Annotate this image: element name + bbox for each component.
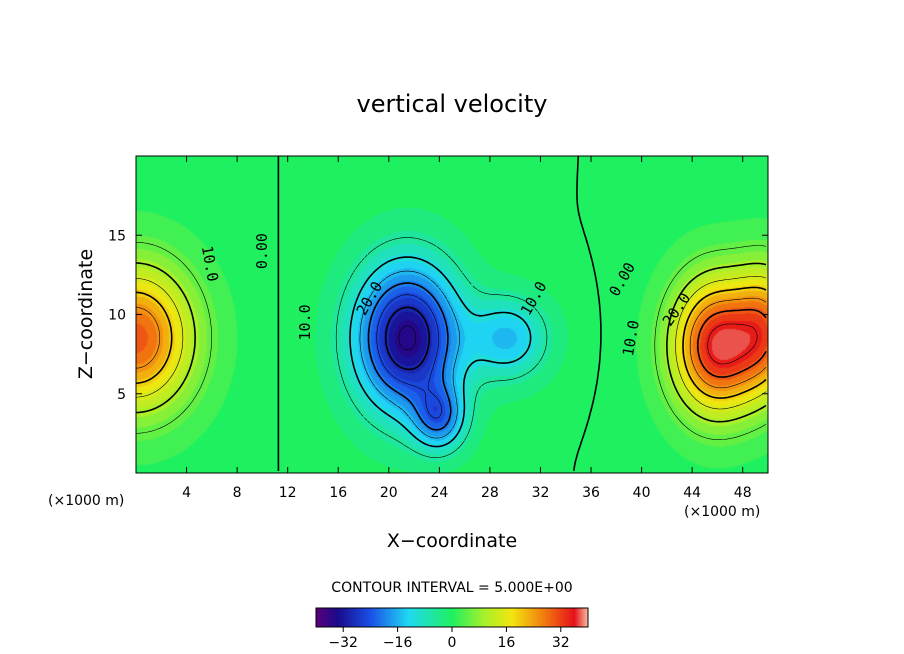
x-tick-label: 12 bbox=[279, 485, 297, 501]
contour-level-35 bbox=[707, 323, 758, 365]
colorbar bbox=[315, 607, 589, 628]
x-axis: 4 8 12 16 20 24 28 32 36 40 44 48 bbox=[182, 156, 752, 501]
contour-label-0: 10.0 bbox=[198, 244, 222, 283]
contour-label-6: 10.0 bbox=[619, 319, 643, 358]
contour-label-2: 10.0 bbox=[296, 304, 314, 340]
colorbar-tick-label: 0 bbox=[448, 635, 457, 651]
contour-level-neg10 bbox=[349, 256, 532, 448]
y-axis: 5 10 15 bbox=[108, 228, 768, 403]
colorbar-tick-label: −32 bbox=[328, 635, 358, 651]
contour-level-neg35 bbox=[398, 325, 417, 351]
x-tick-label: 40 bbox=[633, 485, 651, 501]
contour-level-15 bbox=[136, 276, 767, 410]
x-tick-label: 4 bbox=[182, 485, 191, 501]
chart-title: vertical velocity bbox=[357, 90, 548, 118]
contour-level-25 bbox=[136, 297, 767, 389]
contour-level-neg5 bbox=[335, 237, 548, 458]
colorbar-tick-label: −16 bbox=[383, 635, 413, 651]
colorbar-tick-label: 32 bbox=[552, 635, 570, 651]
x-tick-label: 8 bbox=[233, 485, 242, 501]
x-tick-label: 24 bbox=[430, 485, 448, 501]
contour-level-30 bbox=[697, 308, 767, 378]
x-tick-label: 44 bbox=[683, 485, 701, 501]
x-unit-right: (×1000 m) bbox=[684, 504, 760, 520]
contour-level-20 bbox=[136, 286, 767, 399]
contour-level-0 bbox=[277, 156, 602, 472]
contour-label-1: 0.00 bbox=[253, 233, 271, 269]
colorbar-ticks: −32 −16 0 16 32 bbox=[328, 627, 570, 651]
x-tick-label: 36 bbox=[582, 485, 600, 501]
y-tick-label: 5 bbox=[117, 387, 126, 403]
contour-interval: CONTOUR INTERVAL = 5.000E+00 bbox=[331, 580, 572, 596]
x-tick-label: 16 bbox=[329, 485, 347, 501]
x-tick-label: 28 bbox=[481, 485, 499, 501]
y-axis-label: Z−coordinate bbox=[75, 249, 97, 379]
contour-level-neg25 bbox=[376, 294, 443, 419]
contour-level-10 bbox=[136, 262, 767, 423]
x-axis-label: X−coordinate bbox=[387, 530, 517, 552]
contour-lines bbox=[136, 156, 767, 472]
y-tick-label: 10 bbox=[108, 308, 126, 324]
contour-level-neg20 bbox=[367, 282, 452, 431]
x-tick-label: 48 bbox=[734, 485, 752, 501]
colorbar-tick-label: 16 bbox=[497, 635, 515, 651]
x-tick-label: 20 bbox=[380, 485, 398, 501]
contour-level-5 bbox=[136, 242, 767, 440]
contour-level-neg30 bbox=[384, 306, 430, 371]
velocity-field bbox=[136, 156, 768, 473]
x-tick-label: 32 bbox=[532, 485, 550, 501]
y-tick-label: 15 bbox=[108, 228, 126, 244]
x-unit-left: (×1000 m) bbox=[48, 493, 124, 509]
contour-level-neg15 bbox=[359, 270, 460, 439]
